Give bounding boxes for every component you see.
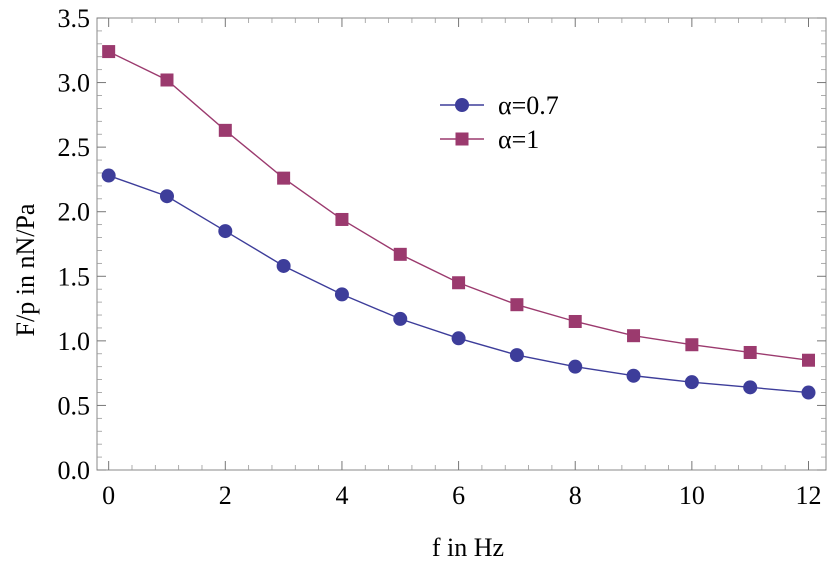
data-point-circle: [801, 385, 816, 400]
legend-label-2: α=1: [498, 125, 539, 154]
series-line-2: [108, 50, 809, 361]
data-point-circle: [334, 287, 349, 302]
data-point-square: [568, 314, 582, 328]
x-tick-label: 4: [335, 481, 348, 510]
y-tick-label: 3.5: [58, 4, 91, 33]
legend-label-1: α=0.7: [498, 91, 559, 120]
data-point-square: [743, 345, 757, 359]
data-point-square: [102, 45, 116, 59]
data-point-circle: [393, 311, 408, 326]
x-tick-label: 10: [679, 481, 705, 510]
y-tick-labels: 0.0 0.5 1.0 1.5 2.0 2.5 3.0 3.5: [58, 4, 91, 485]
y-tick-label: 2.0: [58, 198, 91, 227]
data-point-circle: [626, 368, 641, 383]
legend-marker-square: [455, 132, 469, 146]
data-point-square: [452, 276, 466, 290]
data-point-square: [627, 329, 641, 343]
data-point-square: [802, 353, 816, 367]
minor-ticks: [97, 18, 826, 470]
x-tick-label: 6: [452, 481, 465, 510]
plot-frame: [96, 17, 827, 471]
y-axis-label: F/p in nN/Pa: [11, 203, 40, 336]
x-tick-labels: 0 2 4 6 8 10 12: [102, 481, 821, 510]
data-point-circle: [684, 375, 699, 390]
y-tick-label: 3.0: [58, 69, 91, 98]
data-point-square: [393, 247, 407, 261]
data-point-circle: [743, 380, 758, 395]
data-point-circle: [218, 224, 233, 239]
x-tick-label: 12: [796, 481, 822, 510]
data-point-square: [510, 298, 524, 312]
y-tick-label: 2.5: [58, 133, 91, 162]
data-point-square: [160, 73, 174, 87]
x-axis-label: f in Hz: [432, 533, 504, 562]
x-tick-label: 0: [102, 481, 115, 510]
x-tick-label: 8: [569, 481, 582, 510]
data-point-circle: [101, 168, 116, 183]
plot-border: [96, 17, 827, 471]
legend: α=0.7 α=1: [440, 91, 559, 154]
data-point-square: [277, 171, 291, 185]
data-point-square: [685, 338, 699, 352]
data-point-circle: [509, 348, 524, 363]
major-ticks: [97, 17, 826, 471]
data-point-circle: [451, 331, 466, 346]
data-point-circle: [568, 359, 583, 374]
data-point-square: [218, 123, 232, 137]
data-point-circle: [159, 189, 174, 204]
data-point-circle: [276, 258, 291, 273]
y-tick-label: 0.5: [58, 391, 91, 420]
series-markers: [101, 45, 816, 400]
y-tick-label: 1.0: [58, 327, 91, 356]
data-point-square: [335, 212, 349, 226]
y-tick-label: 1.5: [58, 262, 91, 291]
x-tick-label: 2: [219, 481, 232, 510]
y-tick-label: 0.0: [58, 456, 91, 485]
legend-marker-circle: [455, 98, 469, 112]
